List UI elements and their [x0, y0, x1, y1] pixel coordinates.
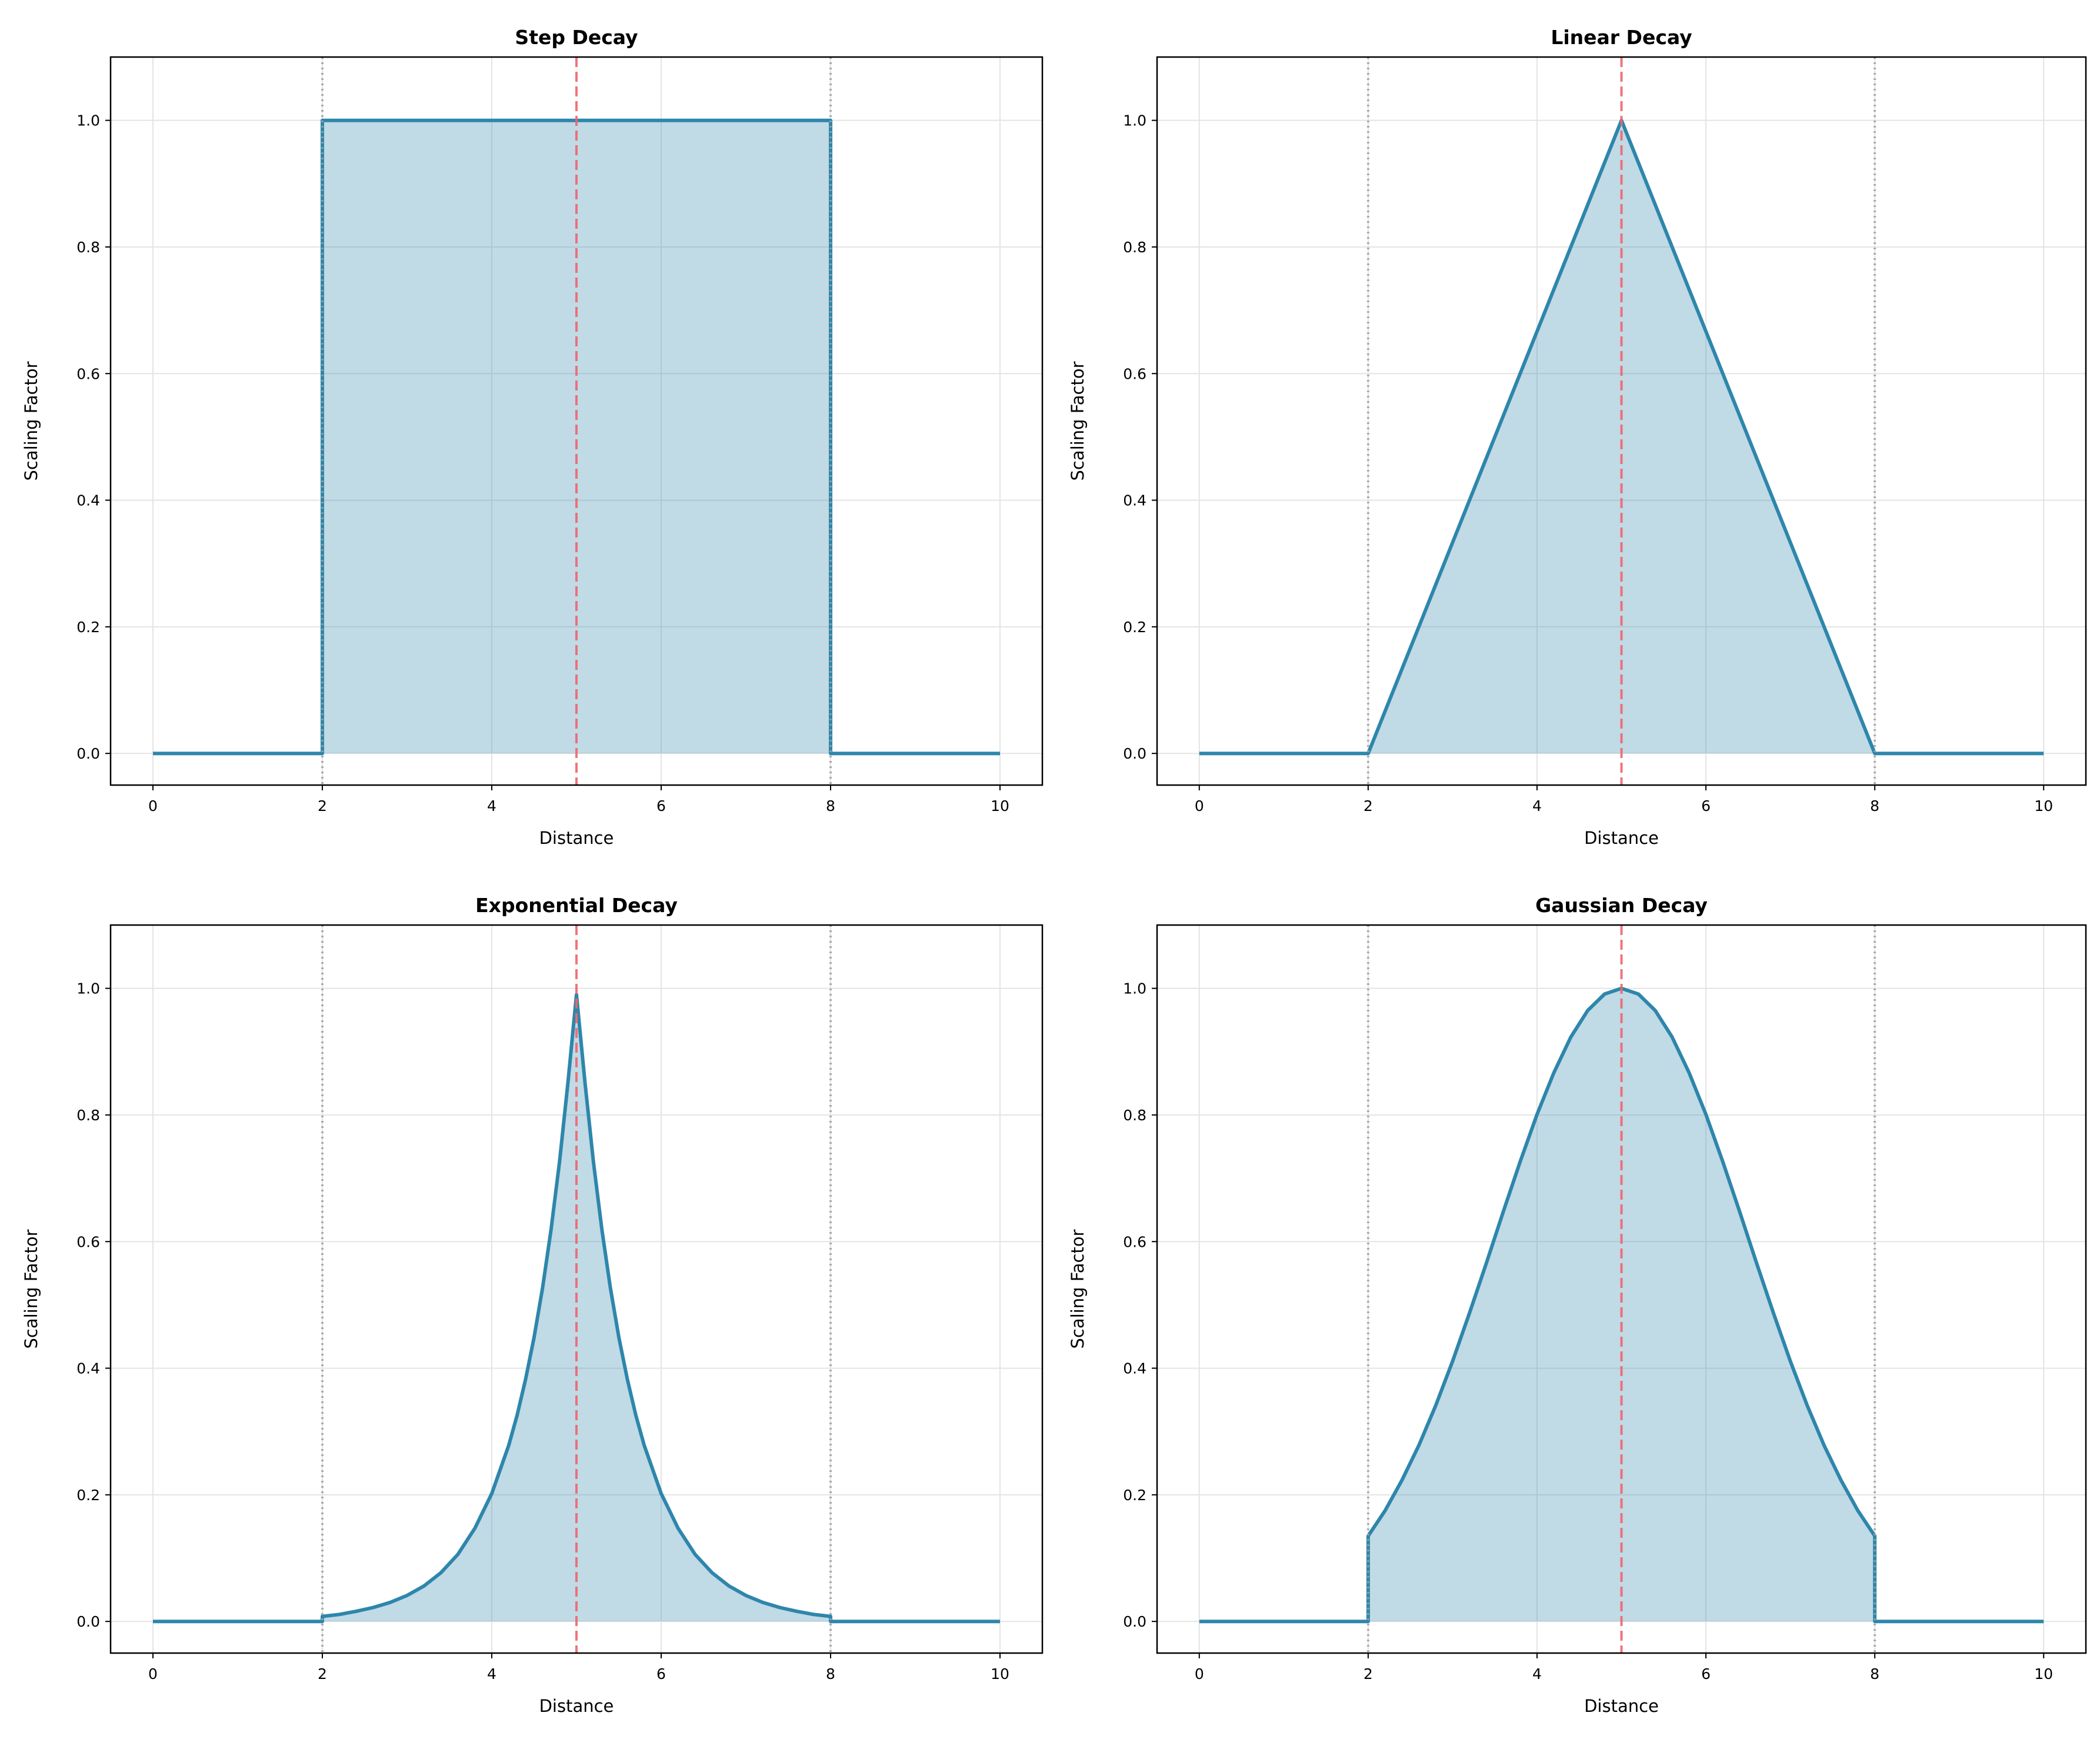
y-tick-label: 0.0 [76, 745, 100, 762]
x-tick-label: 10 [2034, 797, 2053, 814]
y-tick-label: 0.4 [76, 1360, 100, 1377]
x-tick-label: 6 [656, 1665, 666, 1682]
y-tick-label: 1.0 [76, 112, 100, 129]
x-tick-label: 4 [1532, 1665, 1542, 1682]
x-axis-label: Distance [539, 1696, 614, 1716]
y-tick-label: 0.2 [76, 619, 100, 636]
y-tick-label: 0.6 [1123, 365, 1146, 382]
y-tick-label: 1.0 [1123, 980, 1146, 997]
x-tick-label: 8 [1870, 797, 1879, 814]
subplot-step-decay: 0 2 4 6 8 10 0.0 0.2 0.4 0.6 0.8 1.0 Step Decay Dista… [21, 26, 1044, 848]
y-tick-label: 0.2 [1123, 1487, 1146, 1504]
x-tick-label: 8 [1870, 1665, 1879, 1682]
x-tick-label: 10 [991, 797, 1009, 814]
subplot-gaussian-decay: 0 2 4 6 8 10 0.0 0.2 0.4 0.6 0.8 1.0 Gaussian Decay D… [1068, 894, 2087, 1716]
x-tick-label: 4 [1532, 797, 1542, 814]
x-axis-label: Distance [1584, 828, 1659, 848]
x-tick-label: 0 [1195, 797, 1204, 814]
x-tick-label: 0 [148, 797, 158, 814]
x-axis-label: Distance [1584, 1696, 1659, 1716]
area-fill [1199, 120, 2044, 754]
x-tick-label: 2 [318, 797, 327, 814]
y-tick-label: 0.0 [1123, 745, 1146, 762]
y-tick-label: 0.4 [1123, 492, 1146, 509]
x-tick-label: 0 [1195, 1665, 1204, 1682]
x-axis-label: Distance [539, 828, 614, 848]
area-fill [153, 120, 1000, 754]
x-tick-label: 2 [1364, 797, 1373, 814]
x-tick-label: 2 [1364, 1665, 1373, 1682]
y-tick-label: 0.0 [1123, 1613, 1146, 1630]
y-axis-label: Scaling Factor [21, 1229, 41, 1348]
x-tick-label: 2 [318, 1665, 327, 1682]
y-tick-label: 0.8 [1123, 239, 1146, 256]
y-tick-label: 0.4 [1123, 1360, 1146, 1377]
y-axis-label: Scaling Factor [1068, 1229, 1088, 1348]
x-tick-label: 0 [148, 1665, 158, 1682]
axes-frame [1156, 924, 2087, 1654]
y-tick-label: 0.6 [1123, 1233, 1146, 1250]
x-tick-label: 6 [656, 797, 666, 814]
y-tick-label: 0.0 [76, 1613, 100, 1630]
y-tick-label: 0.2 [1123, 619, 1146, 636]
y-tick-label: 0.8 [76, 239, 100, 256]
x-tick-label: 10 [2034, 1665, 2053, 1682]
x-tick-label: 8 [826, 797, 835, 814]
y-tick-label: 0.6 [76, 365, 100, 382]
y-axis-label: Scaling Factor [21, 361, 41, 480]
subplot-title: Exponential Decay [475, 894, 678, 917]
y-tick-label: 0.4 [76, 492, 100, 509]
x-tick-label: 4 [487, 1665, 496, 1682]
x-tick-label: 6 [1701, 797, 1711, 814]
x-tick-label: 8 [826, 1665, 835, 1682]
y-tick-label: 1.0 [76, 980, 100, 997]
y-tick-label: 0.2 [76, 1487, 100, 1504]
area-fill [1199, 988, 2044, 1622]
x-tick-label: 10 [991, 1665, 1009, 1682]
y-tick-label: 0.6 [76, 1233, 100, 1250]
subplot-title: Step Decay [515, 26, 638, 49]
y-tick-label: 0.8 [76, 1107, 100, 1124]
y-tick-label: 1.0 [1123, 112, 1146, 129]
subplot-title: Gaussian Decay [1535, 894, 1708, 917]
x-tick-label: 6 [1701, 1665, 1711, 1682]
subplot-title: Linear Decay [1551, 26, 1692, 49]
axes-frame [1156, 56, 2087, 786]
axes-frame [109, 56, 1044, 786]
y-tick-label: 0.8 [1123, 1107, 1146, 1124]
x-tick-label: 4 [487, 797, 496, 814]
subplot-exponential-decay: 0 2 4 6 8 10 0.0 0.2 0.4 0.6 0.8 1.0 Exponential Dec… [21, 894, 1044, 1716]
y-axis-label: Scaling Factor [1068, 361, 1088, 480]
subplot-linear-decay: 0 2 4 6 8 10 0.0 0.2 0.4 0.6 0.8 1.0 Linear Decay Dis… [1068, 26, 2087, 848]
axes-frame [109, 924, 1044, 1654]
series-line [153, 993, 1000, 1624]
